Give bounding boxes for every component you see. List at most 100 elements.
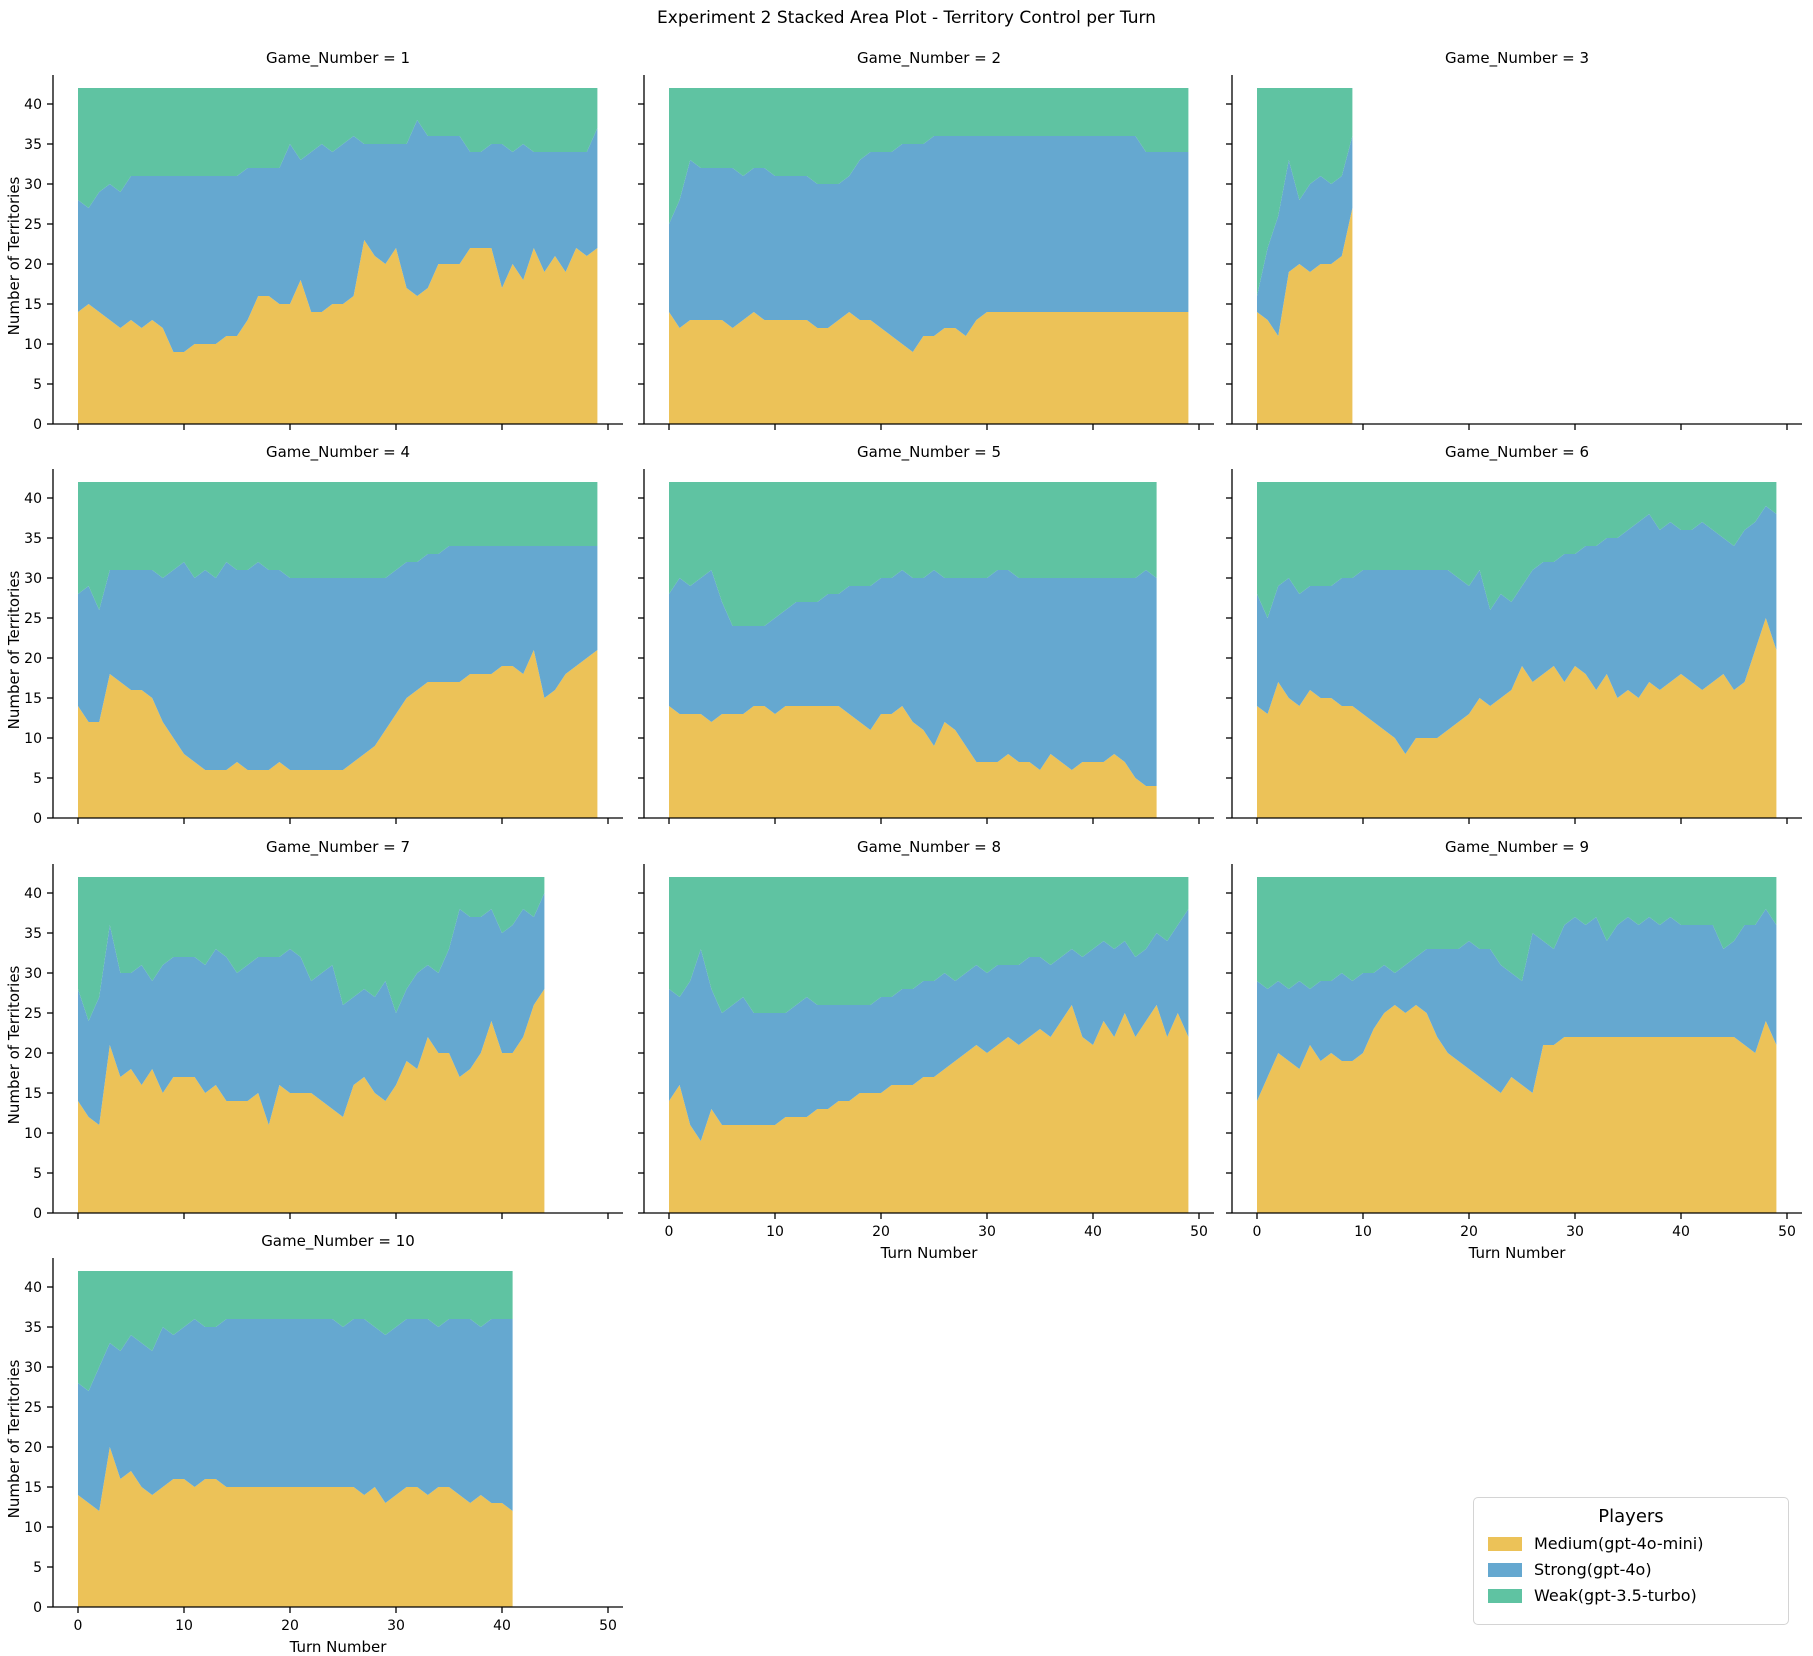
y-tick-label: 35 bbox=[24, 1320, 42, 1336]
x-ticks bbox=[77, 818, 609, 824]
x-ticks bbox=[668, 424, 1200, 430]
y-tick-label: 10 bbox=[24, 1520, 42, 1536]
x-tick-label: 0 bbox=[74, 1618, 83, 1634]
area-weak bbox=[1257, 88, 1353, 296]
x-ticks bbox=[1256, 818, 1788, 824]
x-tick-label: 50 bbox=[599, 1618, 617, 1634]
x-tick-label: 10 bbox=[766, 1224, 784, 1240]
area-medium bbox=[78, 650, 598, 818]
area-strong bbox=[78, 546, 598, 770]
area-weak bbox=[78, 482, 598, 610]
y-tick-label: 20 bbox=[24, 651, 42, 667]
legend-label-strong: Strong(gpt-4o) bbox=[1534, 1560, 1652, 1579]
facet-game-2 bbox=[638, 75, 1214, 430]
area-medium bbox=[1257, 1005, 1777, 1213]
legend-item-weak: Weak(gpt-3.5-turbo) bbox=[1488, 1586, 1774, 1605]
y-ticks bbox=[1226, 497, 1232, 819]
facet-game-9: 0 10 20 30 40 50 bbox=[1226, 864, 1802, 1240]
area-strong bbox=[669, 136, 1189, 352]
area-medium bbox=[1257, 618, 1777, 818]
y-ticks bbox=[638, 892, 644, 1214]
area-strong bbox=[78, 1319, 513, 1511]
x-tick-label: 20 bbox=[1460, 1224, 1478, 1240]
y-ticks bbox=[638, 103, 644, 425]
x-tick-label: 40 bbox=[493, 1618, 511, 1634]
y-tick-label: 15 bbox=[24, 1086, 42, 1102]
y-tick-label: 25 bbox=[24, 217, 42, 233]
facet-title-game-9: Game_Number = 9 bbox=[1444, 838, 1590, 856]
y-tick-label: 25 bbox=[24, 1006, 42, 1022]
area-weak bbox=[78, 88, 598, 208]
area-weak bbox=[669, 877, 1189, 1013]
y-axis-label-row3: Number of Territories bbox=[5, 965, 23, 1125]
y-tick-label: 25 bbox=[24, 611, 42, 627]
facet-game-3 bbox=[1226, 75, 1802, 430]
legend-swatch-weak-icon bbox=[1488, 1588, 1522, 1603]
figure-title: Experiment 2 Stacked Area Plot - Territo… bbox=[657, 8, 1156, 28]
facet-title-game-1: Game_Number = 1 bbox=[265, 49, 411, 67]
y-ticks: 0 5 10 15 20 25 30 35 40 bbox=[24, 1280, 53, 1616]
x-tick-label: 20 bbox=[872, 1224, 890, 1240]
area-medium bbox=[78, 240, 598, 424]
x-ticks bbox=[77, 1213, 609, 1219]
legend-label-medium: Medium(gpt-4o-mini) bbox=[1534, 1534, 1704, 1553]
x-tick-label: 0 bbox=[665, 1224, 674, 1240]
y-axis-label-row4: Number of Territories bbox=[5, 1359, 23, 1519]
facet-game-8: 0 10 20 30 40 50 bbox=[638, 864, 1214, 1240]
legend-item-medium: Medium(gpt-4o-mini) bbox=[1488, 1534, 1774, 1553]
y-tick-label: 0 bbox=[33, 417, 42, 433]
x-axis-label-col1: Turn Number bbox=[289, 1638, 387, 1656]
area-strong bbox=[78, 120, 598, 352]
legend-title: Players bbox=[1598, 1506, 1664, 1527]
area-medium bbox=[78, 989, 545, 1213]
y-tick-label: 15 bbox=[24, 297, 42, 313]
y-tick-label: 35 bbox=[24, 531, 42, 547]
legend-label-weak: Weak(gpt-3.5-turbo) bbox=[1534, 1586, 1697, 1605]
area-weak bbox=[669, 482, 1157, 626]
area-medium bbox=[1257, 208, 1353, 424]
facet-title-game-4: Game_Number = 4 bbox=[265, 443, 411, 461]
y-tick-label: 30 bbox=[24, 571, 42, 587]
y-tick-label: 35 bbox=[24, 137, 42, 153]
x-ticks bbox=[77, 424, 609, 430]
y-tick-label: 20 bbox=[24, 1046, 42, 1062]
legend-item-strong: Strong(gpt-4o) bbox=[1488, 1560, 1774, 1579]
facet-title-game-8: Game_Number = 8 bbox=[856, 838, 1002, 856]
x-ticks bbox=[1256, 424, 1788, 430]
y-tick-label: 30 bbox=[24, 1360, 42, 1376]
facet-game-4: 0 5 10 15 20 25 30 35 40 bbox=[24, 469, 623, 827]
y-tick-label: 5 bbox=[33, 377, 42, 393]
facet-title-game-3: Game_Number = 3 bbox=[1444, 49, 1590, 67]
x-tick-label: 40 bbox=[1084, 1224, 1102, 1240]
y-tick-label: 5 bbox=[33, 771, 42, 787]
x-tick-label: 10 bbox=[175, 1618, 193, 1634]
y-ticks: 0 5 10 15 20 25 30 35 40 bbox=[24, 491, 53, 827]
y-tick-label: 40 bbox=[24, 1280, 42, 1296]
x-tick-label: 30 bbox=[978, 1224, 996, 1240]
y-tick-label: 15 bbox=[24, 1480, 42, 1496]
facet-game-10: 0 10 20 30 40 50 0 5 10 15 20 25 30 35 40 bbox=[24, 1258, 623, 1634]
x-tick-label: 30 bbox=[1566, 1224, 1584, 1240]
y-tick-label: 0 bbox=[33, 1206, 42, 1222]
y-ticks: 0 5 10 15 20 25 30 35 40 bbox=[24, 97, 53, 433]
y-axis-label-row1: Number of Territories bbox=[5, 176, 23, 336]
x-tick-label: 30 bbox=[387, 1618, 405, 1634]
x-ticks bbox=[668, 818, 1200, 824]
legend-swatch-medium-icon bbox=[1488, 1536, 1522, 1551]
x-ticks: 0 10 20 30 40 50 bbox=[665, 1213, 1208, 1240]
x-tick-label: 20 bbox=[281, 1618, 299, 1634]
facet-game-6 bbox=[1226, 469, 1802, 824]
y-tick-label: 30 bbox=[24, 177, 42, 193]
area-strong bbox=[78, 893, 545, 1125]
area-weak bbox=[78, 877, 545, 1021]
x-axis-label-col3: Turn Number bbox=[1468, 1244, 1566, 1262]
y-ticks bbox=[1226, 892, 1232, 1214]
y-ticks: 0 5 10 15 20 25 30 35 40 bbox=[24, 886, 53, 1222]
y-tick-label: 0 bbox=[33, 811, 42, 827]
area-strong bbox=[669, 570, 1157, 786]
x-axis-label-col2: Turn Number bbox=[880, 1244, 978, 1262]
facet-title-game-10: Game_Number = 10 bbox=[261, 1232, 415, 1250]
area-medium bbox=[669, 706, 1157, 818]
